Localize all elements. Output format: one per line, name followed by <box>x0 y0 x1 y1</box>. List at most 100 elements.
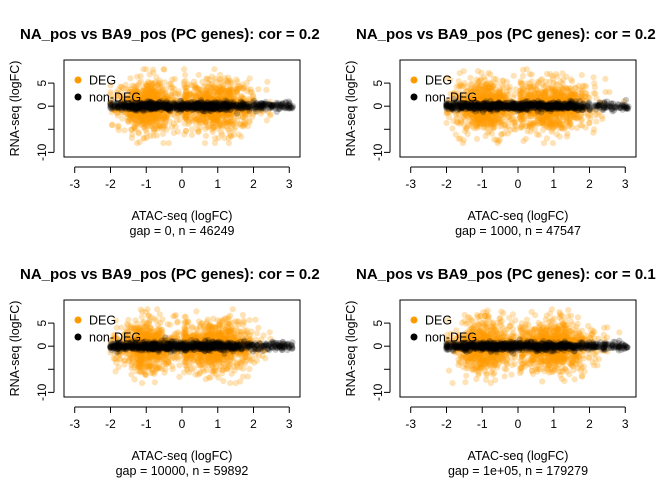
non-deg-point <box>107 101 114 108</box>
deg-point <box>140 135 147 142</box>
deg-point <box>210 116 217 123</box>
deg-point <box>210 106 218 113</box>
deg-point <box>200 95 207 102</box>
non-deg-point <box>136 104 143 111</box>
non-deg-point <box>158 103 165 110</box>
deg-point <box>169 76 176 83</box>
deg-point <box>196 95 204 102</box>
deg-point <box>132 111 139 118</box>
deg-point <box>213 107 220 114</box>
x-tick-label: 1 <box>214 177 221 191</box>
deg-point <box>217 101 224 108</box>
deg-point <box>553 92 560 99</box>
deg-point <box>204 110 211 117</box>
deg-point <box>137 99 144 107</box>
deg-point <box>147 84 154 91</box>
deg-point <box>213 84 220 91</box>
deg-point <box>242 112 249 119</box>
non-deg-point <box>610 107 617 114</box>
deg-point <box>203 113 210 120</box>
deg-point <box>152 103 159 110</box>
deg-point <box>518 123 525 130</box>
deg-point <box>141 108 148 115</box>
deg-point <box>201 117 208 124</box>
deg-point <box>168 94 175 101</box>
deg-point <box>146 94 153 101</box>
deg-point <box>194 115 201 123</box>
non-deg-point <box>273 102 281 109</box>
deg-point <box>182 108 189 115</box>
deg-point <box>208 96 215 103</box>
non-deg-point <box>554 101 561 108</box>
deg-point <box>195 114 202 121</box>
deg-point <box>528 124 535 131</box>
deg-point <box>123 98 130 105</box>
deg-point <box>141 93 148 100</box>
deg-point <box>223 119 230 127</box>
deg-point <box>134 98 141 105</box>
deg-point <box>228 92 235 99</box>
deg-point <box>152 94 159 101</box>
deg-point <box>152 106 159 113</box>
deg-point <box>203 85 210 93</box>
deg-point <box>188 131 195 138</box>
deg-point <box>126 109 133 116</box>
deg-point <box>199 113 206 120</box>
deg-point <box>150 116 158 123</box>
deg-point <box>217 106 224 113</box>
deg-point <box>171 112 178 119</box>
deg-point <box>201 100 208 107</box>
deg-point <box>120 108 127 115</box>
deg-point <box>136 93 143 100</box>
deg-point <box>214 91 221 98</box>
deg-point <box>143 89 150 96</box>
deg-point <box>135 119 142 126</box>
deg-point <box>161 96 168 103</box>
deg-point <box>220 101 227 108</box>
deg-point <box>481 120 488 127</box>
non-deg-point <box>280 104 287 111</box>
deg-point <box>209 108 217 115</box>
deg-point <box>199 92 206 99</box>
deg-point <box>156 97 163 104</box>
deg-point <box>202 96 209 103</box>
deg-point <box>185 100 193 107</box>
deg-point <box>198 108 205 115</box>
deg-point <box>233 100 240 107</box>
deg-point <box>164 96 171 103</box>
deg-point <box>219 97 226 104</box>
deg-point <box>162 118 169 125</box>
deg-point <box>224 95 231 103</box>
deg-point <box>142 93 149 100</box>
deg-point <box>149 96 156 104</box>
deg-point <box>144 107 152 114</box>
deg-point <box>205 124 212 131</box>
deg-point <box>133 87 140 94</box>
deg-point <box>182 110 189 117</box>
deg-point <box>114 110 121 117</box>
deg-point <box>241 99 248 106</box>
deg-point <box>158 87 165 94</box>
deg-point <box>183 106 190 113</box>
deg-point <box>176 108 183 116</box>
deg-point <box>151 95 158 102</box>
deg-point <box>196 98 203 105</box>
deg-point <box>147 95 154 102</box>
deg-point <box>197 95 204 102</box>
deg-point <box>156 77 163 84</box>
x-tick-label: -2 <box>105 177 116 191</box>
deg-point <box>238 93 245 100</box>
deg-point <box>182 127 189 135</box>
deg-point <box>131 116 139 123</box>
deg-point <box>201 119 208 126</box>
deg-point <box>231 108 238 115</box>
deg-point <box>257 110 264 117</box>
deg-point <box>136 89 143 96</box>
deg-point <box>135 113 142 120</box>
non-deg-point <box>178 103 185 110</box>
deg-point <box>182 110 189 117</box>
deg-point <box>229 86 236 93</box>
legend-non-deg-swatch <box>74 93 82 101</box>
non-deg-point <box>538 109 545 116</box>
deg-point <box>481 92 488 99</box>
